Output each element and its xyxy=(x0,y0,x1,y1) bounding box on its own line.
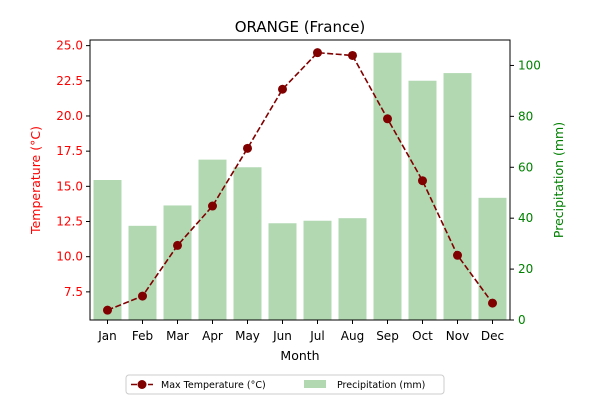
precipitation-bar-jun xyxy=(268,223,297,320)
x-tick-label: Aug xyxy=(341,329,364,343)
precipitation-bar-feb xyxy=(128,225,157,320)
temperature-point-nov xyxy=(453,250,462,260)
left-tick-label: 15.0 xyxy=(56,179,83,193)
temperature-point-jan xyxy=(103,305,112,315)
temperature-point-jun xyxy=(278,84,287,94)
temperature-point-feb xyxy=(138,291,147,301)
temperature-line xyxy=(103,48,497,315)
temperature-point-apr xyxy=(208,201,217,211)
left-axis-label: Temperature (°C) xyxy=(28,126,43,235)
legend-label-precipitation: Precipitation (mm) xyxy=(337,380,425,391)
x-tick-label: Feb xyxy=(132,329,153,343)
temperature-line-path xyxy=(107,51,494,311)
x-tick-label: Oct xyxy=(412,329,433,343)
x-tick-label: May xyxy=(235,329,260,343)
right-tick-label: 100 xyxy=(518,58,541,72)
legend: Max Temperature (°C) Precipitation (mm) xyxy=(125,374,445,395)
right-axis-label: Precipitation (mm) xyxy=(551,122,566,238)
precipitation-bar-jul xyxy=(303,220,332,320)
legend-label-temperature: Max Temperature (°C) xyxy=(161,380,266,391)
x-tick-label: Jul xyxy=(309,329,324,343)
temperature-point-oct xyxy=(418,176,427,186)
right-tick-label: 40 xyxy=(518,211,533,225)
temperature-point-mar xyxy=(173,240,182,250)
left-tick-label: 10.0 xyxy=(56,250,83,264)
x-tick-label: Nov xyxy=(446,329,469,343)
right-tick-label: 60 xyxy=(518,160,533,174)
precipitation-bars xyxy=(93,52,507,320)
x-tick-label: Sep xyxy=(376,329,399,343)
right-tick-label: 80 xyxy=(518,109,533,123)
left-tick-label: 12.5 xyxy=(56,215,83,229)
chart-title: ORANGE (France) xyxy=(235,18,366,36)
left-tick-label: 17.5 xyxy=(56,144,83,158)
precipitation-bar-apr xyxy=(198,159,227,320)
x-axis: Jan Feb Mar Apr May Jun Jul Aug Sep Oct Nov Dec xyxy=(97,320,504,343)
left-tick-label: 20.0 xyxy=(56,109,83,123)
temperature-point-sep xyxy=(383,114,392,124)
plot-area-frame xyxy=(89,39,511,321)
left-tick-label: 25.0 xyxy=(56,39,83,53)
x-tick-label: Apr xyxy=(202,329,223,343)
temperature-point-jul xyxy=(313,48,322,58)
legend-frame xyxy=(125,374,445,395)
left-tick-label: 22.5 xyxy=(56,74,83,88)
legend-marker-swatch xyxy=(137,380,147,389)
temperature-point-may xyxy=(243,143,252,153)
precipitation-bar-mar xyxy=(163,205,192,320)
right-tick-label: 20 xyxy=(518,262,533,276)
precipitation-bar-may xyxy=(233,167,262,320)
x-axis-label: Month xyxy=(280,348,319,363)
precipitation-bar-nov xyxy=(443,73,472,320)
right-tick-label: 0 xyxy=(518,313,526,327)
x-tick-label: Jun xyxy=(272,329,292,343)
legend-bar-swatch xyxy=(304,380,326,388)
precipitation-bar-aug xyxy=(338,218,367,320)
x-tick-label: Jan xyxy=(97,329,117,343)
left-axis: 7.5 10.0 12.5 15.0 17.5 20.0 22.5 25.0 xyxy=(56,39,90,299)
x-tick-label: Mar xyxy=(166,329,189,343)
right-axis: 0 20 40 60 80 100 xyxy=(510,58,541,327)
precipitation-bar-jan xyxy=(93,180,122,320)
precipitation-bar-sep xyxy=(373,52,402,320)
x-tick-label: Dec xyxy=(481,329,504,343)
left-tick-label: 7.5 xyxy=(64,285,83,299)
temperature-point-aug xyxy=(348,50,357,60)
temperature-point-dec xyxy=(488,298,497,308)
